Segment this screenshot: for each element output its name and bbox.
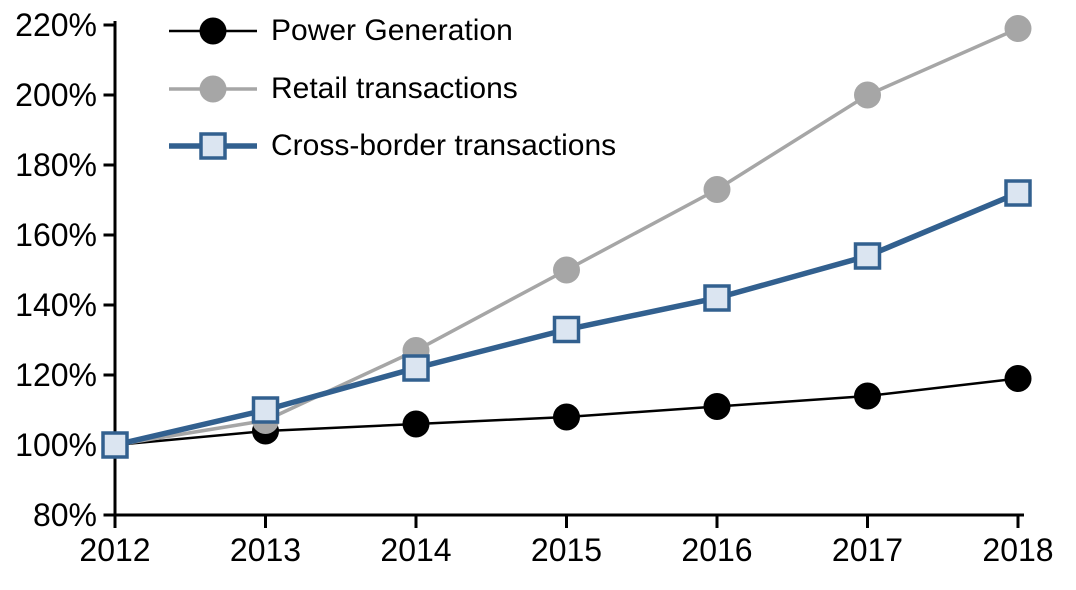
legend-item-cross-border-transactions: Cross-border transactions [167, 126, 616, 166]
legend-swatch-cross-border-transactions [169, 132, 257, 160]
y-tick-label: 120% [15, 357, 97, 393]
x-tick-label: 2018 [982, 532, 1053, 568]
x-tick-label: 2015 [531, 532, 602, 568]
legend-marker-circle [199, 75, 227, 103]
x-tick-label: 2012 [79, 532, 150, 568]
legend-item-power-generation: Power Generation [167, 11, 513, 51]
data-point-cross-border-transactions [1004, 179, 1032, 207]
data-point-power-generation [1004, 365, 1032, 392]
legend-label: Retail transactions [271, 72, 518, 105]
data-point-power-generation [402, 410, 430, 438]
x-tick-label: 2017 [832, 532, 903, 568]
data-point-cross-border-transactions [703, 284, 731, 312]
y-tick-label: 80% [33, 497, 97, 533]
data-point-cross-border-transactions [251, 396, 280, 424]
data-point-power-generation [703, 393, 731, 420]
legend-label: Power Generation [271, 14, 513, 47]
legend-swatch-power-generation [169, 17, 257, 45]
y-tick-label: 180% [15, 147, 97, 183]
y-tick-label: 200% [15, 77, 97, 113]
legend-label: Cross-border transactions [271, 129, 617, 162]
x-tick-label: 2016 [681, 532, 752, 568]
data-point-power-generation [854, 382, 881, 410]
data-point-retail-transactions [1004, 15, 1032, 42]
data-point-retail-transactions [703, 176, 731, 203]
legend-marker-square [199, 132, 227, 160]
data-point-power-generation [553, 403, 580, 431]
x-tick-label: 2014 [380, 532, 451, 568]
data-point-cross-border-transactions [101, 431, 129, 459]
data-point-cross-border-transactions [853, 242, 882, 270]
legend-swatch-retail-transactions [169, 75, 257, 103]
y-tick-label: 220% [15, 7, 97, 43]
data-point-cross-border-transactions [402, 354, 430, 382]
data-point-retail-transactions [854, 81, 881, 109]
y-tick-label: 140% [15, 287, 97, 323]
y-tick-label: 100% [15, 427, 97, 463]
legend-marker-circle [199, 17, 227, 45]
legend-item-retail-transactions: Retail transactions [167, 69, 518, 109]
x-tick-label: 2013 [230, 532, 301, 568]
y-tick-label: 160% [15, 217, 97, 253]
data-point-retail-transactions [553, 256, 580, 284]
data-point-cross-border-transactions [552, 315, 581, 344]
